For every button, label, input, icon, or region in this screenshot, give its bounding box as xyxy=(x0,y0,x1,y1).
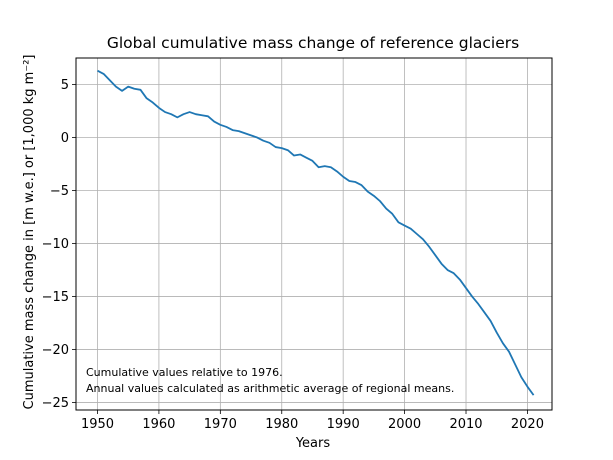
series-line xyxy=(97,69,535,396)
y-axis-label: Cumulative mass change in [m w.e.] or [1… xyxy=(22,55,37,410)
y-tick-label: 5 xyxy=(61,78,69,93)
x-tick-label: 1990 xyxy=(327,417,360,432)
x-tick-label: 1950 xyxy=(81,417,114,432)
y-axis: 5 0 −5 −10 −15 −20 −25 xyxy=(42,78,76,411)
x-axis-label: Years xyxy=(295,436,331,451)
x-tick-label: 2000 xyxy=(388,417,421,432)
y-tick-label: −5 xyxy=(50,184,69,199)
y-tick-label: −15 xyxy=(42,290,69,305)
x-tick-label: 1960 xyxy=(142,417,175,432)
x-tick-label: 1980 xyxy=(265,417,298,432)
y-tick-label: −25 xyxy=(42,396,69,411)
annotation-line-2: Annual values calculated as arithmetic a… xyxy=(86,382,454,395)
y-tick-label: −20 xyxy=(42,343,69,358)
x-tick-label: 2020 xyxy=(511,417,544,432)
plot-area xyxy=(75,57,553,411)
chart-title: Global cumulative mass change of referen… xyxy=(107,34,519,52)
grid xyxy=(76,58,552,410)
x-tick-label: 2010 xyxy=(449,417,482,432)
y-tick-label: 0 xyxy=(61,131,69,146)
x-axis: 1950 1960 1970 1980 1990 2000 2010 2020 xyxy=(81,410,544,432)
y-tick-label: −10 xyxy=(42,237,69,252)
annotation-line-1: Cumulative values relative to 1976. xyxy=(86,366,283,379)
x-tick-label: 1970 xyxy=(204,417,237,432)
